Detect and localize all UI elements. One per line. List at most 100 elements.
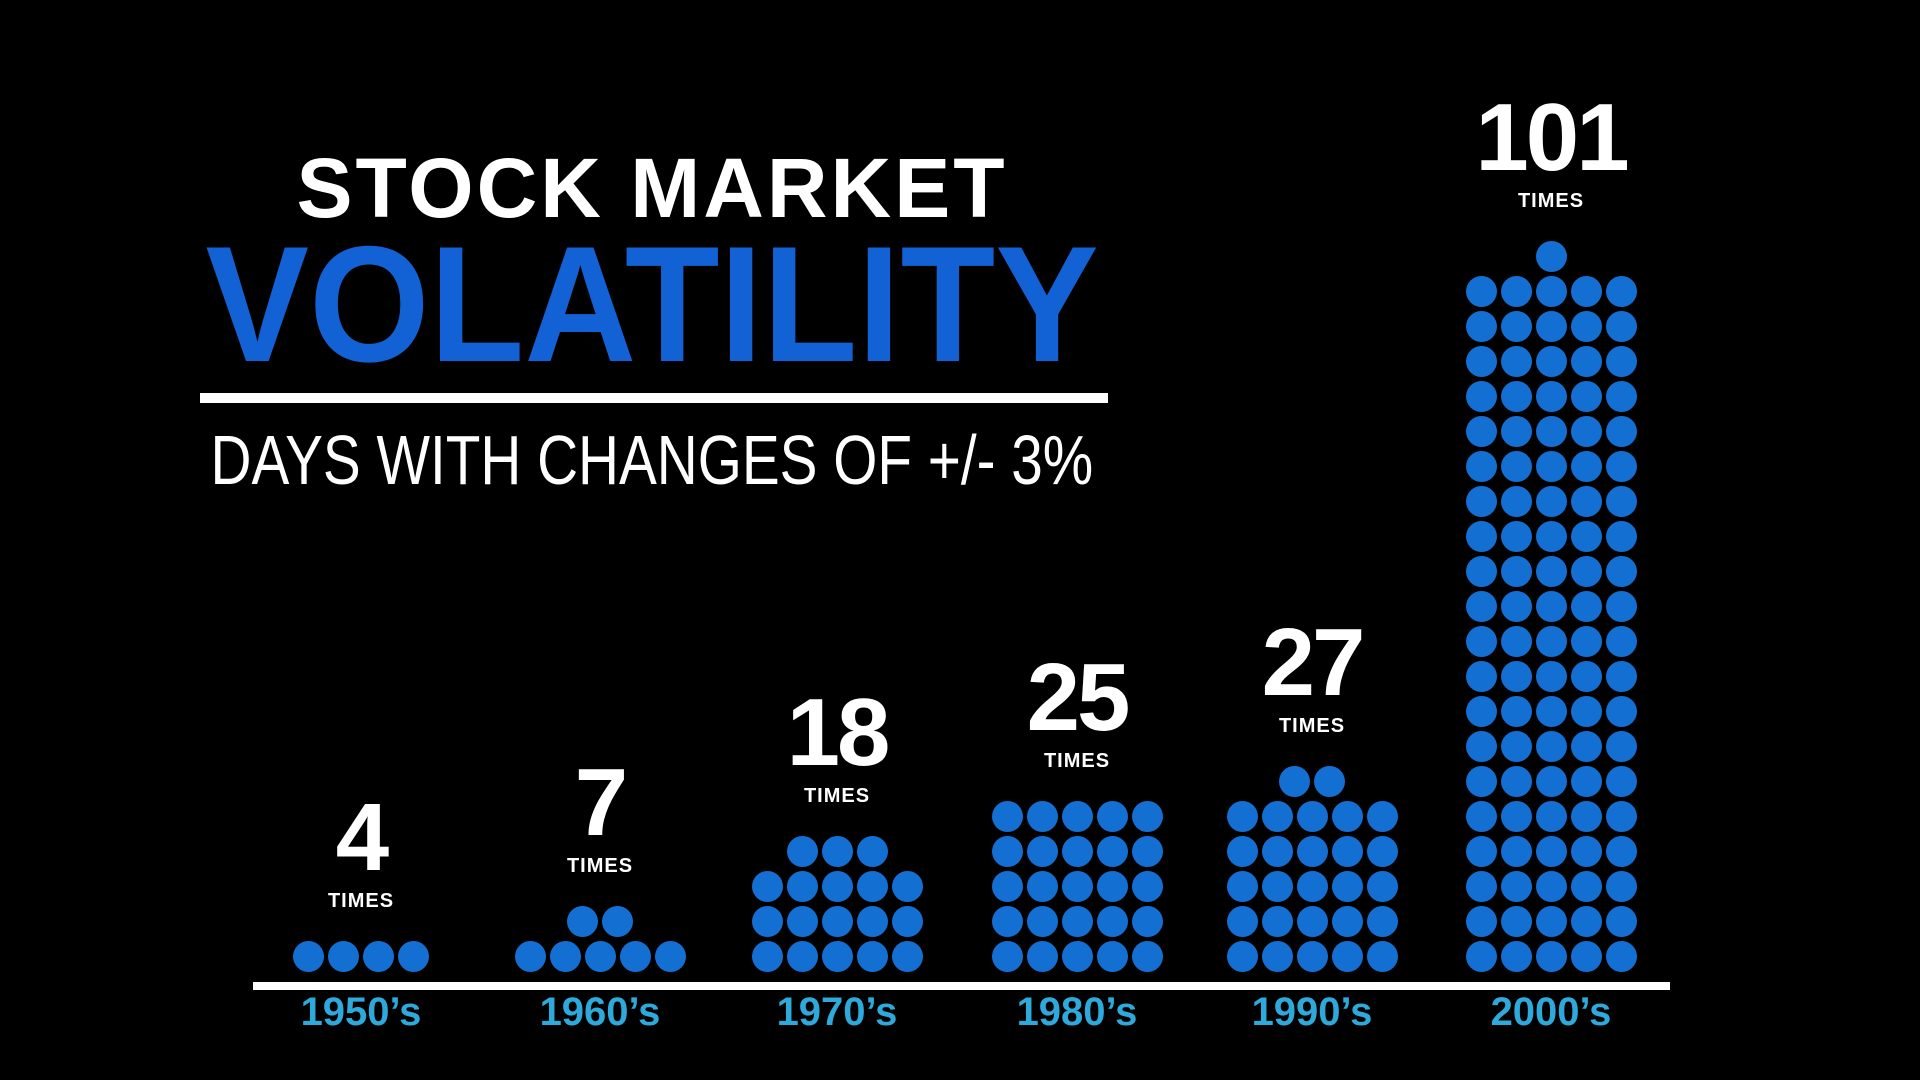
- dot: [1096, 836, 1128, 867]
- dot-row: [1465, 766, 1637, 797]
- dot: [1535, 906, 1567, 937]
- dot: [991, 941, 1023, 972]
- decade-group-1970s: 18 TIMES: [687, 685, 987, 972]
- dot: [1605, 766, 1637, 797]
- dot: [1465, 626, 1497, 657]
- dot: [786, 906, 818, 937]
- dot-row: [1226, 941, 1398, 972]
- dot: [1605, 521, 1637, 552]
- dot-row: [1279, 766, 1345, 797]
- dot-row: [1465, 731, 1637, 762]
- dot-grid: [991, 801, 1163, 972]
- dot: [1570, 661, 1602, 692]
- dot: [1535, 626, 1567, 657]
- dot: [1096, 871, 1128, 902]
- dot-row: [1465, 521, 1637, 552]
- dot-row: [514, 941, 686, 972]
- dot-grid: [1226, 766, 1398, 972]
- dot: [1605, 276, 1637, 307]
- dot: [1096, 941, 1128, 972]
- dot-grid: [514, 906, 686, 972]
- dot: [1570, 836, 1602, 867]
- dot-row: [1465, 276, 1637, 307]
- dot: [1570, 486, 1602, 517]
- dot: [1500, 696, 1532, 727]
- dot: [1605, 871, 1637, 902]
- dot: [1061, 801, 1093, 832]
- dot: [1535, 591, 1567, 622]
- dot: [1535, 241, 1567, 272]
- times-label: TIMES: [327, 890, 395, 912]
- dot: [514, 941, 546, 972]
- times-label: TIMES: [566, 855, 634, 877]
- dot: [1570, 731, 1602, 762]
- dot: [1570, 906, 1602, 937]
- dot: [1465, 696, 1497, 727]
- dot: [1279, 766, 1310, 797]
- dot: [1465, 766, 1497, 797]
- dot: [1131, 941, 1163, 972]
- page-title: STOCK MARKET: [52, 146, 1252, 230]
- dot-row: [1465, 836, 1637, 867]
- dot-row: [991, 836, 1163, 867]
- dot: [1366, 941, 1398, 972]
- dot: [1026, 871, 1058, 902]
- dot: [786, 836, 818, 867]
- dot: [1096, 801, 1128, 832]
- times-label: TIMES: [1043, 750, 1111, 772]
- decade-group-1980s: 25 TIMES: [927, 650, 1227, 972]
- dot: [1465, 661, 1497, 692]
- dot: [1605, 556, 1637, 587]
- count-label: 27: [1261, 609, 1366, 716]
- dot: [1226, 941, 1258, 972]
- dot-row: [1465, 346, 1637, 377]
- dot: [1131, 836, 1163, 867]
- dot-grid: [1465, 241, 1637, 972]
- dot: [1605, 381, 1637, 412]
- dot: [1570, 766, 1602, 797]
- dot: [856, 906, 888, 937]
- dot-grid: [751, 836, 923, 972]
- dot: [1535, 766, 1567, 797]
- times-label: TIMES: [1517, 190, 1585, 212]
- dot-row: [1465, 556, 1637, 587]
- dot: [1500, 346, 1532, 377]
- dot: [1535, 346, 1567, 377]
- dot: [1605, 311, 1637, 342]
- dot: [1331, 801, 1363, 832]
- dot: [1296, 941, 1328, 972]
- dot: [1500, 381, 1532, 412]
- dot: [567, 906, 598, 937]
- dot: [1226, 906, 1258, 937]
- dot: [1535, 801, 1567, 832]
- dot: [1061, 906, 1093, 937]
- dot: [1605, 661, 1637, 692]
- dot: [1500, 836, 1532, 867]
- count-label: 101: [1475, 84, 1629, 191]
- dot: [1465, 906, 1497, 937]
- dot: [786, 871, 818, 902]
- category-label-1980s: 1980’s: [1016, 990, 1138, 1034]
- dot-row: [751, 871, 923, 902]
- dot: [856, 871, 888, 902]
- dot: [1570, 871, 1602, 902]
- dot: [1465, 521, 1497, 552]
- dot: [1131, 906, 1163, 937]
- page-subtitle: DAYS WITH CHANGES OF +/- 3%: [52, 425, 1252, 495]
- dot: [1096, 906, 1128, 937]
- dot: [1366, 906, 1398, 937]
- dot: [1535, 521, 1567, 552]
- dot: [1605, 906, 1637, 937]
- dot-row: [1226, 836, 1398, 867]
- dot: [1465, 346, 1497, 377]
- dot: [1261, 941, 1293, 972]
- dot: [991, 906, 1023, 937]
- dot: [821, 836, 853, 867]
- dot: [1366, 871, 1398, 902]
- page-subtitle-text: DAYS WITH CHANGES OF +/- 3%: [210, 421, 1094, 499]
- axis-baseline: [253, 982, 1670, 990]
- dot: [1500, 276, 1532, 307]
- dot-row: [991, 941, 1163, 972]
- dot: [1026, 941, 1058, 972]
- dot: [1261, 871, 1293, 902]
